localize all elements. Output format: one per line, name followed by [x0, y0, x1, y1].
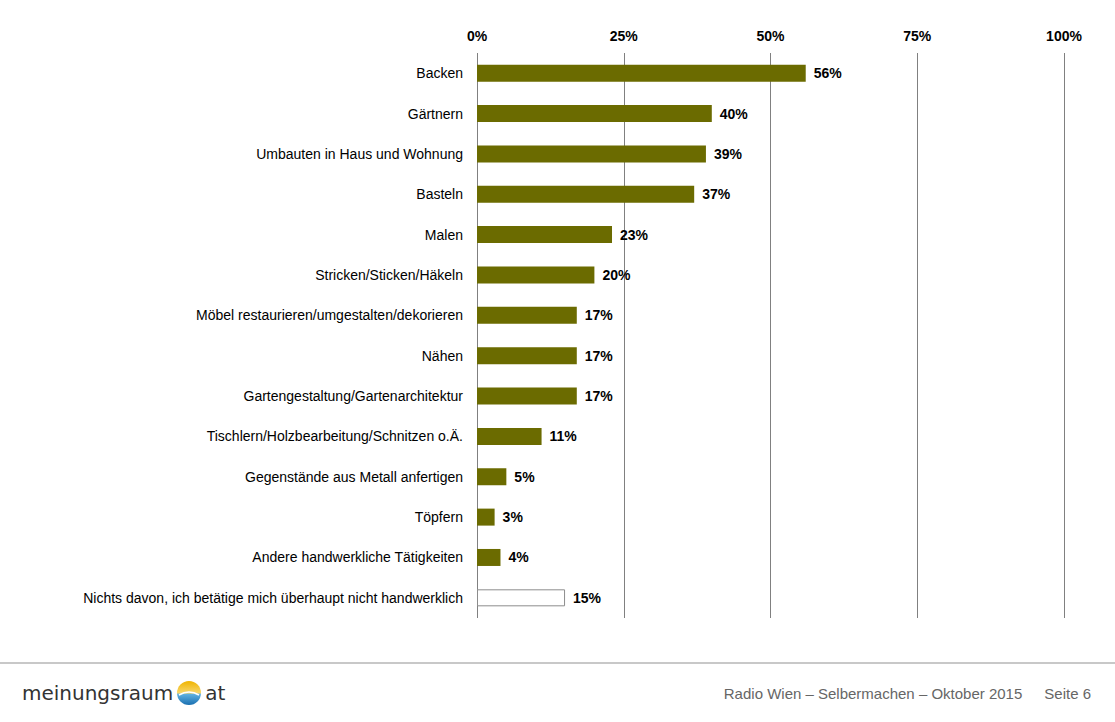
svg-text:11%: 11% [550, 428, 578, 444]
svg-text:23%: 23% [620, 227, 649, 243]
svg-text:75%: 75% [903, 28, 932, 44]
svg-text:3%: 3% [503, 509, 524, 525]
svg-text:Möbel restaurieren/umgestalten: Möbel restaurieren/umgestalten/dekoriere… [196, 307, 463, 323]
svg-text:Malen: Malen [425, 227, 463, 243]
svg-text:17%: 17% [585, 307, 614, 323]
svg-text:50%: 50% [756, 28, 785, 44]
svg-text:17%: 17% [585, 388, 614, 404]
svg-text:Umbauten in Haus und Wohnung: Umbauten in Haus und Wohnung [256, 146, 463, 162]
svg-text:0%: 0% [467, 28, 488, 44]
svg-text:40%: 40% [720, 106, 749, 122]
svg-text:Stricken/Sticken/Häkeln: Stricken/Sticken/Häkeln [315, 267, 463, 283]
svg-text:5%: 5% [514, 469, 535, 485]
svg-text:Nichts davon, ich betätige mic: Nichts davon, ich betätige mich überhaup… [83, 590, 463, 606]
html-text:Radio Wien – Selbermachen – Ok: Radio Wien – Selbermachen – Oktober 2015 [723, 685, 1023, 702]
svg-text:25%: 25% [610, 28, 639, 44]
svg-text:39%: 39% [714, 146, 743, 162]
svg-text:37%: 37% [702, 186, 731, 202]
html-text:meinungsraum: meinungsraum [22, 681, 174, 705]
svg-text:4%: 4% [508, 549, 529, 565]
svg-text:100%: 100% [1046, 28, 1082, 44]
html-text:at: at [205, 681, 226, 705]
svg-text:Gegenstände aus Metall anferti: Gegenstände aus Metall anfertigen [245, 469, 463, 485]
svg-text:Töpfern: Töpfern [415, 509, 463, 525]
svg-text:Nähen: Nähen [422, 348, 463, 364]
svg-text:17%: 17% [585, 348, 614, 364]
svg-text:Basteln: Basteln [416, 186, 463, 202]
svg-text:Gartengestaltung/Gartenarchite: Gartengestaltung/Gartenarchitektur [244, 388, 464, 404]
svg-text:Gärtnern: Gärtnern [408, 106, 463, 122]
svg-text:Backen: Backen [416, 65, 463, 81]
svg-text:Tischlern/Holzbearbeitung/Schn: Tischlern/Holzbearbeitung/Schnitzen o.Ä. [207, 428, 463, 444]
html-text:Seite 6: Seite 6 [1044, 685, 1091, 702]
svg-text:Andere handwerkliche Tätigkeit: Andere handwerkliche Tätigkeiten [252, 549, 463, 565]
svg-text:20%: 20% [602, 267, 631, 283]
svg-text:56%: 56% [814, 65, 843, 81]
svg-text:15%: 15% [573, 590, 602, 606]
